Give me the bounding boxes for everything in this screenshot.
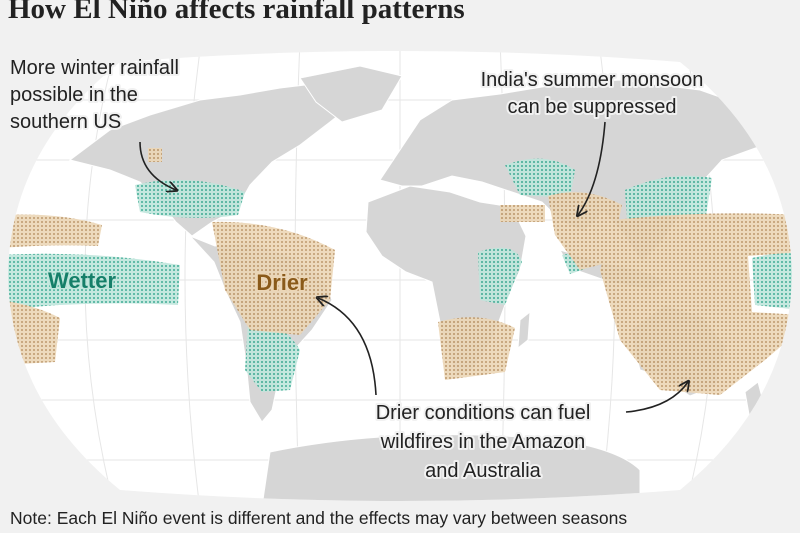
annotation-line: possible in the <box>10 84 138 106</box>
annotation-line: southern US <box>10 111 121 133</box>
drier-zone <box>438 317 515 380</box>
annotation-line: wildfires in the Amazon <box>380 431 586 453</box>
rainfall-zones <box>8 148 792 395</box>
annotation-line: More winter rainfall <box>10 57 179 79</box>
annotation-line: and Australia <box>425 460 542 482</box>
title: How El Niño affects rainfall patterns <box>8 0 465 25</box>
wetter-zone <box>135 179 245 218</box>
drier-zone <box>600 213 792 395</box>
drier-zone <box>548 192 622 270</box>
wetter-zone <box>478 247 522 305</box>
annotations: More winter rainfall possible in the sou… <box>8 55 705 484</box>
annotation-arrow <box>318 298 377 396</box>
wetter-zone <box>245 321 300 392</box>
annotation-line: India's summer monsoon <box>481 69 704 91</box>
drier-zone <box>148 148 162 162</box>
note: Note: Each El Niño event is different an… <box>10 508 627 528</box>
wetter-zone <box>8 253 180 310</box>
wetter-zone <box>752 253 792 310</box>
annotation-line: can be suppressed <box>507 96 676 118</box>
annotation-arrow <box>578 121 606 215</box>
drier-zone <box>212 221 335 335</box>
annotation-line: Drier conditions can fuel <box>376 402 591 424</box>
drier-zone <box>500 205 545 222</box>
drier-label: Drier <box>256 270 308 295</box>
drier-zone <box>8 214 102 248</box>
annotation-arrow <box>139 141 176 190</box>
annotation-arrow <box>625 382 688 413</box>
wetter-zone <box>505 158 575 198</box>
wetter-label: Wetter <box>48 268 116 293</box>
